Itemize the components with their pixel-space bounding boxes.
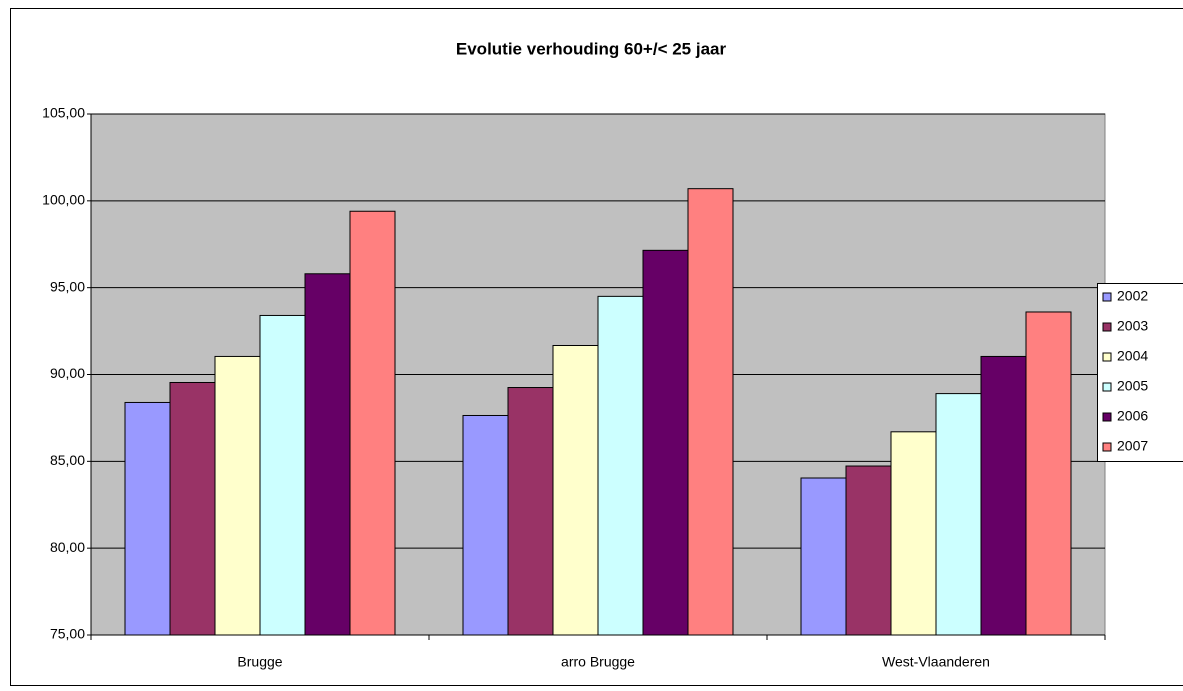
bar <box>980 355 1027 636</box>
bar <box>845 465 892 636</box>
bar <box>214 355 261 636</box>
legend-box <box>1097 283 1183 462</box>
bar <box>124 401 171 636</box>
bar <box>1025 311 1072 636</box>
legend-label: 2005 <box>1117 378 1148 394</box>
bar <box>800 477 847 636</box>
bar <box>597 295 644 636</box>
legend-label: 2002 <box>1117 288 1148 304</box>
legend-label: 2003 <box>1117 318 1148 334</box>
legend-label: 2004 <box>1117 348 1148 364</box>
y-tick-label: 85,00 <box>50 452 85 468</box>
legend-swatch <box>1102 322 1112 332</box>
bar <box>890 431 937 636</box>
legend-swatch <box>1102 382 1112 392</box>
bar <box>642 249 689 636</box>
y-tick-label: 105,00 <box>42 105 85 121</box>
legend-swatch <box>1102 352 1112 362</box>
x-tick-label: Brugge <box>237 654 282 670</box>
legend-label: 2006 <box>1117 408 1148 424</box>
y-tick-label: 75,00 <box>50 626 85 642</box>
x-tick-label: West-Vlaanderen <box>882 654 990 670</box>
bar <box>304 273 351 636</box>
bar <box>507 387 554 636</box>
x-tick-label: arro Brugge <box>561 654 635 670</box>
legend-swatch <box>1102 292 1112 302</box>
chart-title: Evolutie verhouding 60+/< 25 jaar <box>456 39 727 58</box>
bar <box>935 393 982 636</box>
legend-swatch <box>1102 412 1112 422</box>
legend-swatch <box>1102 442 1112 452</box>
bar <box>349 210 396 636</box>
bar <box>687 188 734 636</box>
y-tick-label: 100,00 <box>42 192 85 208</box>
legend-label: 2007 <box>1117 438 1148 454</box>
bar <box>259 314 306 636</box>
bar <box>462 414 509 636</box>
y-tick-label: 90,00 <box>50 365 85 381</box>
bar <box>552 344 599 636</box>
y-tick-label: 95,00 <box>50 278 85 294</box>
bar <box>169 381 216 636</box>
y-tick-label: 80,00 <box>50 539 85 555</box>
